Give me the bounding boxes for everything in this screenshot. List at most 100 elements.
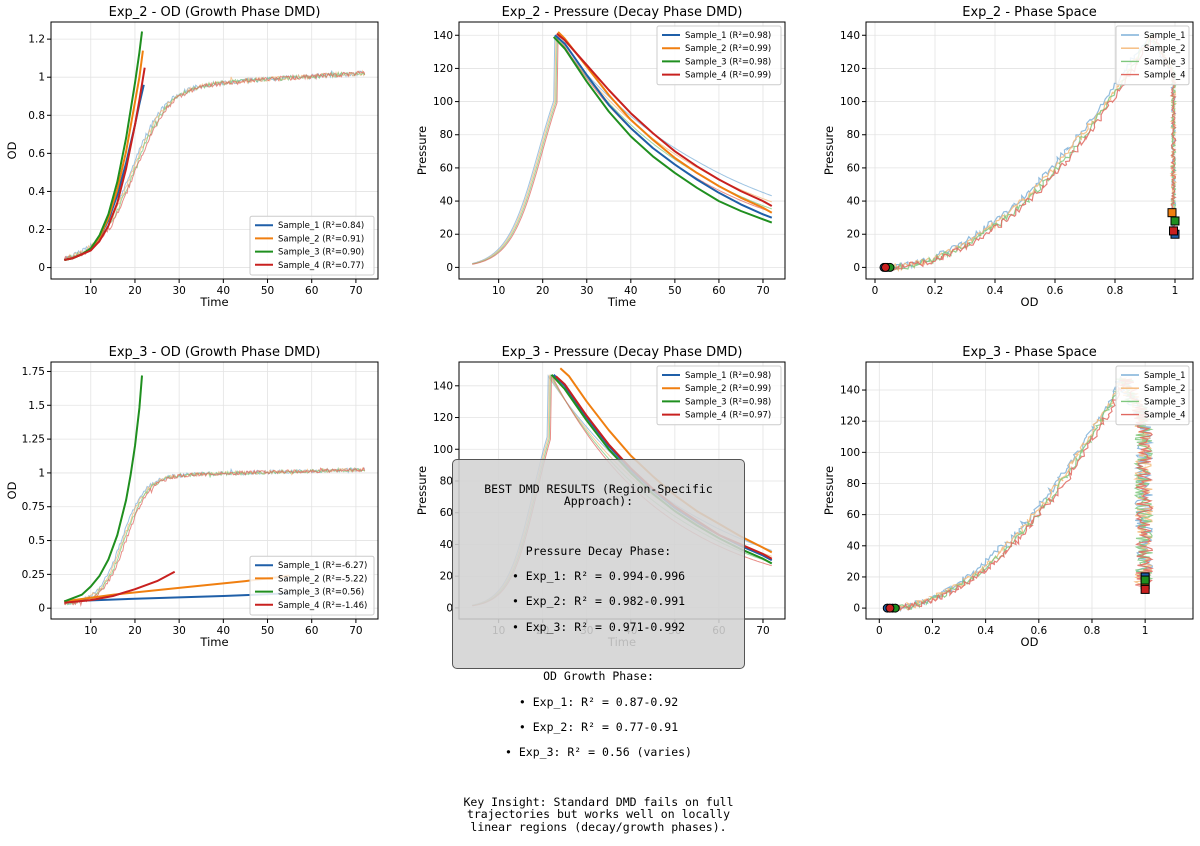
y-tick-label: 0.4 [28, 186, 45, 198]
x-tick-label: 0.4 [987, 285, 1004, 297]
x-axis-label: Time [607, 295, 636, 309]
x-tick-label: 1 [1142, 625, 1149, 637]
y-tick-label: 100 [840, 96, 860, 108]
y-tick-label: 0.2 [28, 224, 45, 236]
axes-frame [458, 21, 786, 280]
x-tick-label: 70 [756, 625, 769, 637]
y-tick-label: 60 [440, 162, 453, 174]
y-tick-label: 0 [853, 262, 860, 274]
end-marker [1140, 584, 1150, 594]
summary-pressure-line: • Exp_1: R² = 0.994-0.996 [511, 569, 686, 584]
summary-box: BEST DMD RESULTS (Region-Specific Approa… [452, 459, 745, 833]
y-axis-label: Pressure [415, 126, 429, 175]
fit-line-sample-2 [64, 50, 144, 261]
legend-label-sample-3: Sample_3 (R²=0.90) [278, 248, 364, 258]
y-tick-label: 0.8 [28, 110, 45, 122]
y-tick-label: 40 [847, 196, 860, 208]
start-marker [885, 603, 895, 613]
x-tick-label: 30 [172, 285, 185, 297]
phase-trace-sample-4 [890, 378, 1155, 612]
y-tick-label: 1.2 [28, 34, 45, 46]
panel-exp3_phase: 0 0.2 0.4 0.6 0.8 1 0 20 40 60 80 100 120 140 Exp_3 - … [822, 345, 1194, 649]
y-tick-label: 120 [840, 63, 860, 75]
end-marker [1169, 226, 1178, 236]
legend-label-sample-2: Sample_2 (R²=0.99) [685, 384, 771, 394]
legend-label-sample-2: Sample_2 (R²=0.91) [278, 234, 364, 244]
axes-frame [50, 21, 379, 280]
y-tick-label: 120 [840, 416, 860, 428]
x-tick-label: 60 [712, 285, 725, 297]
legend: Sample_1 (R²=-6.27) Sample_2 (R²=-5.22) Sa… [249, 555, 375, 616]
legend-label-sample-3: Sample_3 (R²=0.56) [278, 588, 364, 598]
legend-label-sample-2: Sample_2 (R²=0.99) [685, 44, 771, 54]
x-axis-label: OD [1021, 295, 1039, 309]
y-tick-label: 20 [440, 229, 453, 241]
x-tick-label: 0.4 [977, 625, 994, 637]
x-tick-label: 0.6 [1030, 625, 1047, 637]
legend-label-sample-1: Sample_1 (R²=0.84) [278, 221, 364, 231]
legend-label-sample-4: Sample_4 [1144, 71, 1186, 81]
panel-title: Exp_2 - OD (Growth Phase DMD) [109, 5, 321, 20]
summary-insight: Key Insight: Standard DMD fails on full … [463, 794, 734, 834]
x-tick-label: 20 [128, 625, 141, 637]
y-tick-label: 140 [840, 385, 860, 397]
phase-trace-sample-3 [889, 378, 1154, 613]
legend-box [1115, 25, 1190, 86]
panel-exp3_od: 10 20 30 40 50 60 70 0 0.25 0.5 0.75 1 1.25 1.5 1.75 Ex… [5, 345, 379, 649]
y-tick-label: 1.75 [22, 366, 45, 378]
x-tick-label: 70 [349, 625, 362, 637]
legend-box [1115, 365, 1190, 426]
panel-title: Exp_3 - Phase Space [962, 345, 1096, 360]
x-tick-label: 10 [84, 625, 97, 637]
raw-trace-sample-4 [63, 70, 366, 261]
panel-title: Exp_2 - Phase Space [962, 5, 1096, 20]
y-tick-label: 1.25 [22, 434, 45, 446]
legend-box [656, 365, 782, 426]
x-tick-label: 0.6 [1047, 285, 1064, 297]
y-tick-label: 20 [440, 571, 453, 583]
legend: Sample_1 (R²=0.98) Sample_2 (R²=0.99) Samp… [656, 365, 782, 426]
summary-od-line: • Exp_3: R² = 0.56 (varies) [505, 744, 692, 759]
legend-label-sample-1: Sample_1 (R²=0.98) [685, 31, 771, 41]
y-tick-label: 140 [433, 380, 453, 392]
legend-box [656, 25, 782, 86]
end-marker [1140, 575, 1150, 585]
x-axis-label: Time [199, 635, 228, 649]
axes-frame [865, 21, 1194, 280]
y-tick-label: 1.5 [28, 400, 45, 412]
y-axis-label: Pressure [822, 466, 836, 515]
x-tick-label: 40 [217, 625, 230, 637]
y-tick-label: 120 [433, 63, 453, 75]
panel-title: Exp_2 - Pressure (Decay Phase DMD) [502, 5, 743, 20]
fit-line-sample-3 [63, 375, 143, 603]
y-tick-label: 60 [440, 507, 453, 519]
end-marker [1170, 216, 1180, 226]
y-axis-label: Pressure [415, 466, 429, 515]
x-tick-label: 0.8 [1084, 625, 1101, 637]
raw-trace-sample-4 [64, 466, 366, 608]
x-tick-label: 0.2 [927, 285, 944, 297]
x-tick-label: 70 [349, 285, 362, 297]
x-tick-label: 40 [217, 285, 230, 297]
x-tick-label: 70 [756, 285, 769, 297]
summary-title: BEST DMD RESULTS (Region-Specific Approa… [484, 481, 713, 509]
legend-label-sample-4: Sample_4 (R²=-1.46) [278, 601, 367, 611]
axes-frame [50, 361, 379, 620]
legend-box [249, 555, 375, 616]
y-tick-label: 40 [847, 540, 860, 552]
summary-pressure-line: • Exp_2: R² = 0.982-0.991 [511, 594, 686, 609]
y-tick-label: 120 [433, 412, 453, 424]
summary-od-line: • Exp_2: R² = 0.77-0.91 [518, 719, 679, 734]
legend-label-sample-1: Sample_1 (R²=-6.27) [278, 561, 367, 571]
legend: Sample_1 (R²=0.98) Sample_2 (R²=0.99) Samp… [656, 25, 782, 86]
summary-od-line: • Exp_1: R² = 0.87-0.92 [518, 694, 679, 709]
y-tick-label: 0 [38, 603, 45, 615]
fit-line-sample-4 [64, 67, 146, 261]
legend: Sample_1 (R²=0.84) Sample_2 (R²=0.91) Samp… [249, 215, 375, 276]
x-tick-label: 0.8 [1107, 285, 1124, 297]
y-tick-label: 80 [847, 129, 860, 141]
legend: Sample_1 Sample_2 Sample_3 Sample_4 [1115, 25, 1190, 86]
plot-area [472, 31, 773, 265]
x-tick-label: 1 [1172, 285, 1179, 297]
